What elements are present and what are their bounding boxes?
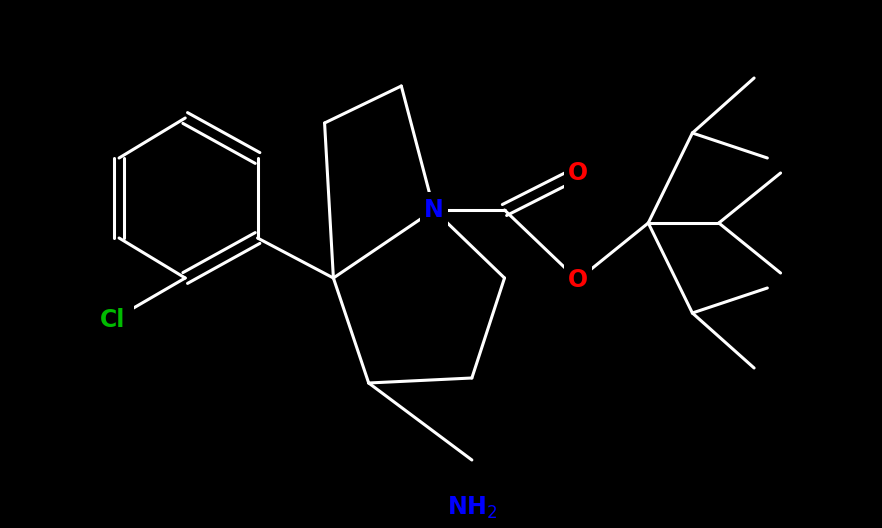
- Text: O: O: [568, 268, 587, 292]
- FancyBboxPatch shape: [564, 262, 592, 298]
- Text: Cl: Cl: [101, 308, 125, 332]
- Text: O: O: [568, 161, 587, 185]
- FancyBboxPatch shape: [564, 155, 592, 191]
- FancyBboxPatch shape: [420, 192, 448, 228]
- FancyBboxPatch shape: [92, 302, 134, 338]
- Text: NH$_2$: NH$_2$: [447, 495, 497, 521]
- Text: N: N: [424, 198, 444, 222]
